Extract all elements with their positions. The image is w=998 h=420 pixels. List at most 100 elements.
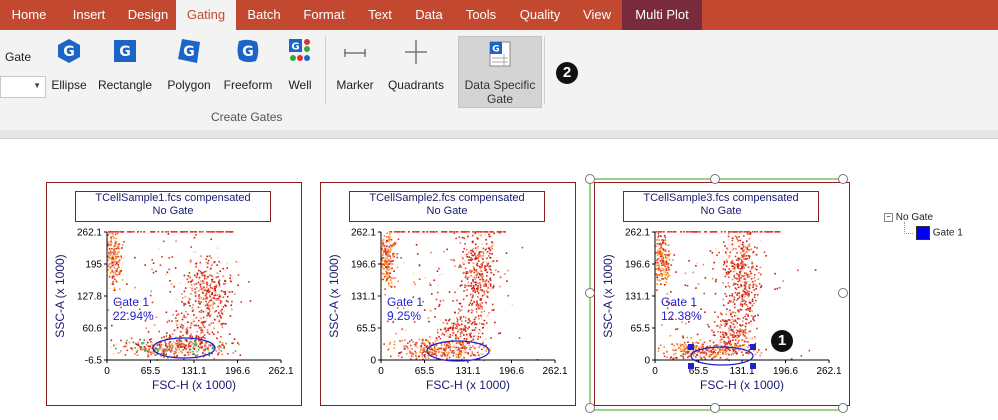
svg-text:G: G	[492, 45, 499, 55]
data-specific-gate-button[interactable]: G Data Specific Gate	[458, 36, 542, 108]
resize-handle-bottom-right[interactable]	[838, 403, 848, 413]
data-specific-label-line2: Gate	[486, 92, 513, 106]
tab-batch[interactable]: Batch	[247, 7, 281, 22]
tab-multi-plot[interactable]: Multi Plot	[622, 0, 702, 30]
resize-handle-right[interactable]	[838, 288, 848, 298]
resize-handle-left[interactable]	[585, 288, 595, 298]
y-axis-label: SSC-A (x 1000)	[53, 254, 67, 337]
tab-view[interactable]: View	[583, 7, 611, 22]
svg-text:G: G	[291, 42, 299, 53]
freeform-gate-button[interactable]: G Freeform	[220, 38, 276, 98]
marker-gate-button[interactable]: Marker	[334, 38, 376, 98]
y-axis-label: SSC-A (x 1000)	[327, 254, 341, 337]
gate-handle	[750, 363, 756, 369]
tree-root-label: No Gate	[895, 212, 934, 223]
plot-3[interactable]: 262.1 196.6 131.1 65.5 0 0 65.5 131.1 196.6 262.1…	[594, 182, 850, 406]
y-tick-label: 262.1	[351, 228, 376, 239]
gate-tree: − No Gate Gate 1	[884, 212, 963, 242]
gate-selector-label: Gate	[5, 50, 32, 64]
gate-handle	[688, 363, 694, 369]
gate-label: Gate 1 12.38%	[661, 295, 702, 323]
tab-data[interactable]: Data	[415, 7, 443, 22]
ellipse-gate-icon: G	[58, 39, 80, 63]
collapse-icon[interactable]: −	[884, 212, 893, 222]
tab-quality[interactable]: Quality	[519, 7, 561, 22]
quadrants-gate-button[interactable]: Quadrants	[384, 38, 448, 98]
ribbon-footer	[0, 130, 998, 139]
marker-label: Marker	[336, 78, 374, 92]
tree-node-no-gate[interactable]: − No Gate	[884, 212, 963, 226]
x-tick-label: 196.6	[773, 366, 798, 377]
tree-connector	[904, 222, 913, 234]
gate-label: Gate 1 22.94%	[113, 295, 154, 323]
resize-handle-bottom-left[interactable]	[585, 403, 595, 413]
plot-title-box: TCellSample2.fcs compensated No Gate	[349, 191, 545, 222]
x-tick-label: 262.1	[542, 366, 567, 377]
plot-title-box: TCellSample3.fcs compensated No Gate	[623, 191, 819, 222]
gate-name: Gate 1	[113, 295, 150, 309]
x-tick-label: 65.5	[689, 366, 709, 377]
tab-text[interactable]: Text	[368, 7, 392, 22]
plot-title: TCellSample3.fcs compensated	[643, 192, 799, 204]
polygon-gate-button[interactable]: G Polygon	[160, 38, 218, 98]
chevron-down-icon: ▼	[33, 81, 41, 90]
svg-text:G: G	[119, 44, 131, 60]
resize-handle-top-left[interactable]	[585, 174, 595, 184]
scatter-plot-2: 262.1 196.6 131.1 65.5 00 65.5 131.1 196.6 262.1…	[327, 228, 568, 393]
y-tick-label: 196.6	[351, 260, 376, 271]
tab-design[interactable]: Design	[127, 7, 169, 22]
x-tick-label: 0	[104, 366, 110, 377]
x-axis-label: FSC-H (x 1000)	[152, 378, 236, 392]
tree-node-gate-1[interactable]: Gate 1	[884, 222, 963, 242]
tab-insert[interactable]: Insert	[72, 7, 106, 22]
tab-home[interactable]: Home	[11, 7, 47, 22]
y-tick-label: 195	[85, 260, 102, 271]
tab-gating[interactable]: Gating	[176, 0, 236, 30]
y-tick-label: 60.6	[83, 324, 103, 335]
x-tick-label: 65.5	[415, 366, 435, 377]
polygon-gate-icon: G	[178, 39, 200, 63]
svg-text:G: G	[63, 44, 75, 60]
y-tick-label: 196.6	[625, 260, 650, 271]
rectangle-gate-icon: G	[114, 40, 136, 62]
resize-handle-bottom[interactable]	[710, 403, 720, 413]
x-tick-label: 131.1	[729, 366, 754, 377]
resize-handle-top[interactable]	[710, 174, 720, 184]
quadrants-label: Quadrants	[387, 78, 445, 92]
gate-selector-dropdown[interactable]: ▼	[0, 76, 46, 98]
y-axis-label: SSC-A (x 1000)	[601, 254, 615, 337]
well-gate-button[interactable]: G Well	[282, 38, 318, 98]
gate-ellipse	[690, 346, 754, 366]
ellipse-gate-button[interactable]: G Ellipse	[47, 38, 91, 98]
callout-badge-1: 1	[771, 330, 793, 352]
x-tick-label: 262.1	[268, 366, 293, 377]
plot-subtitle: No Gate	[152, 205, 194, 217]
gate-percent: 9.25%	[387, 309, 422, 323]
tree-child-label: Gate 1	[932, 227, 963, 239]
y-tick-label: 262.1	[77, 228, 102, 239]
ribbon-separator	[325, 36, 326, 104]
gate-percent: 12.38%	[661, 309, 702, 323]
callout-badge-2: 2	[556, 62, 578, 84]
tab-format[interactable]: Format	[303, 7, 345, 22]
y-tick-label: 131.1	[625, 292, 650, 303]
x-tick-label: 196.6	[499, 366, 524, 377]
y-tick-label: 65.5	[631, 324, 651, 335]
freeform-gate-icon: G	[237, 39, 259, 63]
resize-handle-top-right[interactable]	[838, 174, 848, 184]
scatter-plot-3: 262.1 196.6 131.1 65.5 00 65.5 131.1 196.6 262.1…	[601, 228, 842, 393]
svg-text:G: G	[242, 44, 254, 60]
tab-tools[interactable]: Tools	[465, 7, 497, 22]
rectangle-gate-button[interactable]: G Rectangle	[94, 38, 156, 98]
plot-subtitle: No Gate	[426, 205, 468, 217]
y-tick-label: 0	[370, 356, 376, 367]
plot-1[interactable]: 262.1 195 127.8 60.6 -6.5 0 65.5 131.1 196.6 262.…	[46, 182, 302, 406]
x-tick-label: 262.1	[816, 366, 841, 377]
x-tick-label: 0	[378, 366, 384, 377]
rectangle-label: Rectangle	[97, 78, 153, 92]
plot-title-box: TCellSample1.fcs compensated No Gate	[75, 191, 271, 222]
ribbon-separator	[544, 36, 545, 104]
plot-2[interactable]: 262.1 196.6 131.1 65.5 0 0 65.5 131.1 196.6 262.1…	[320, 182, 576, 406]
data-specific-gate-label: Data Specific Gate	[459, 78, 541, 106]
y-tick-label: 0	[644, 356, 650, 367]
